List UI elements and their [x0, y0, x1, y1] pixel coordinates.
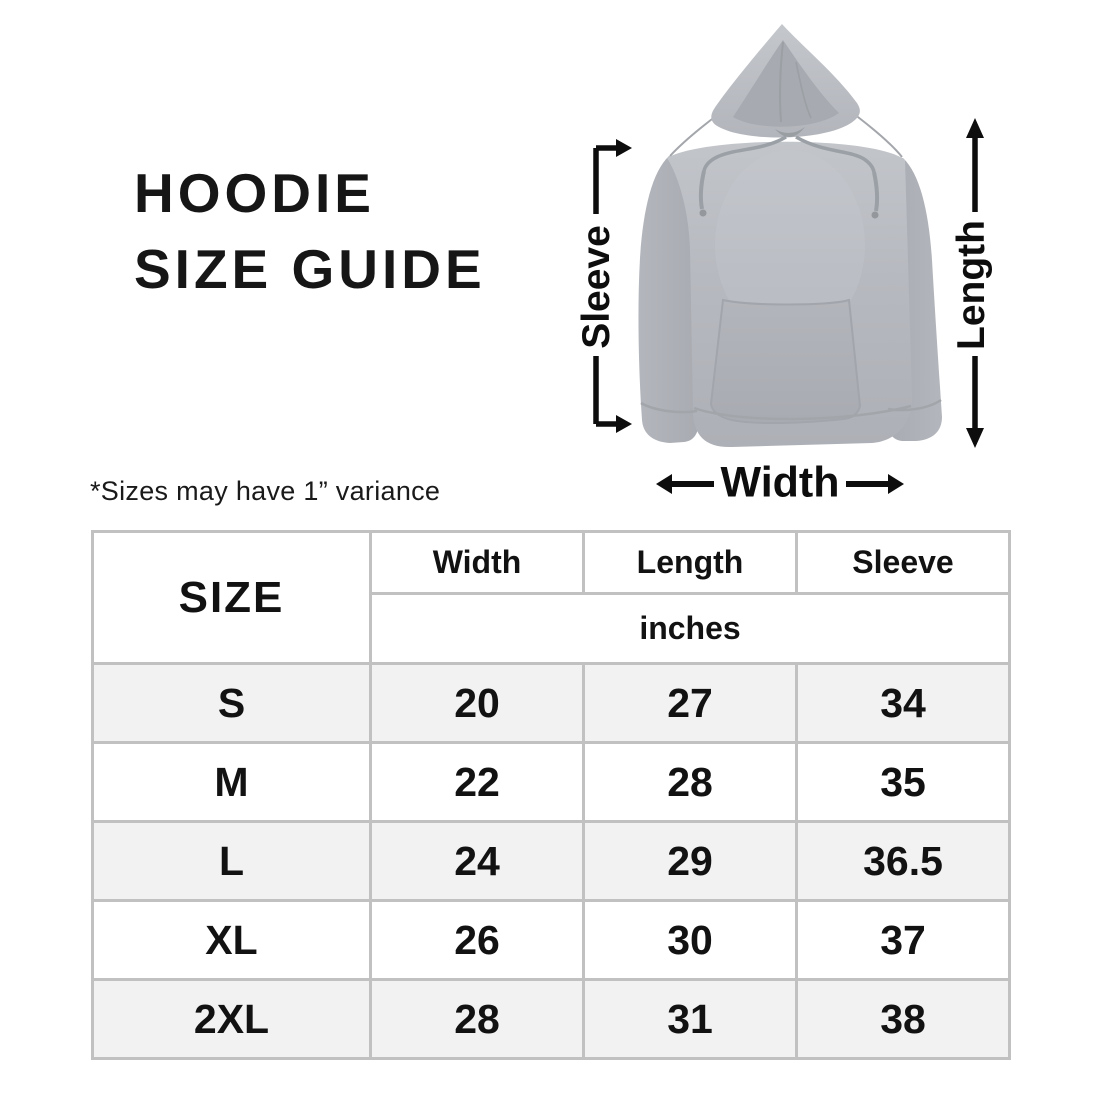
sleeve-measure-arrow: [593, 139, 632, 433]
size-table: SIZE Width Length Sleeve inches S 20 27 …: [91, 530, 1011, 1060]
length-measure-arrow: [966, 118, 984, 448]
right-aglet: [871, 211, 879, 219]
width-column-header: Width: [369, 530, 585, 595]
table-row: XL 26 30 37: [91, 899, 1011, 981]
cell-length: 30: [582, 899, 798, 981]
hood-crease-2: [795, 61, 812, 119]
hoodie-left-cuff-seam: [640, 401, 698, 414]
hoodie-image: [638, 24, 942, 448]
cell-width: 24: [369, 820, 585, 902]
page-title: HOODIE SIZE GUIDE: [134, 155, 486, 307]
hoodie-highlight: [715, 150, 865, 340]
unit-label: inches: [369, 592, 1011, 665]
hoodie-pocket: [709, 298, 862, 425]
left-drawstring-piping: [702, 135, 787, 172]
left-aglet: [699, 209, 707, 217]
hoodie-right-cuff-seam: [887, 398, 942, 412]
width-measure-arrow: [656, 474, 904, 494]
variance-note: *Sizes may have 1” variance: [90, 476, 441, 506]
size-column-header: SIZE: [91, 530, 372, 665]
table-unit-row: inches: [93, 592, 1011, 665]
hoodie-hood-inner: [733, 40, 839, 127]
hoodie-left-sleeve: [638, 156, 699, 443]
cell-width: 22: [369, 741, 585, 823]
title-line-1: HOODIE: [134, 162, 375, 224]
cell-width: 20: [369, 662, 585, 744]
cell-size: M: [91, 741, 372, 823]
hood-crease-1: [778, 41, 784, 123]
cell-length: 31: [582, 978, 798, 1060]
right-drawstring: [872, 171, 880, 212]
length-column-header: Length: [582, 530, 798, 595]
length-label: Length: [950, 220, 993, 350]
table-row: L 24 29 36.5: [91, 820, 1011, 902]
cell-length: 29: [582, 820, 798, 902]
table-header-row: SIZE Width Length Sleeve: [91, 530, 1011, 665]
cell-width: 28: [369, 978, 585, 1060]
table-row: M 22 28 35: [91, 741, 1011, 823]
left-drawstring: [698, 170, 706, 210]
title-line-2: SIZE GUIDE: [134, 238, 486, 300]
cell-size: L: [91, 820, 372, 902]
table-row: S 20 27 34: [91, 662, 1011, 744]
width-label: Width: [720, 458, 840, 507]
right-drawstring-piping: [795, 135, 876, 173]
sleeve-column-header: Sleeve: [795, 530, 1011, 595]
neckline-shadow: [775, 127, 805, 138]
cell-sleeve: 35: [795, 741, 1011, 823]
sleeve-label: Sleeve: [575, 225, 618, 349]
cell-length: 27: [582, 662, 798, 744]
cell-sleeve: 37: [795, 899, 1011, 981]
cell-size: S: [91, 662, 372, 744]
cell-sleeve: 38: [795, 978, 1011, 1060]
cell-width: 26: [369, 899, 585, 981]
table-row: 2XL 28 31 38: [91, 978, 1011, 1060]
cell-sleeve: 34: [795, 662, 1011, 744]
hoodie-hem-seam: [693, 404, 912, 421]
cell-size: 2XL: [91, 978, 372, 1060]
cell-sleeve: 36.5: [795, 820, 1011, 902]
cell-length: 28: [582, 741, 798, 823]
cell-size: XL: [91, 899, 372, 981]
